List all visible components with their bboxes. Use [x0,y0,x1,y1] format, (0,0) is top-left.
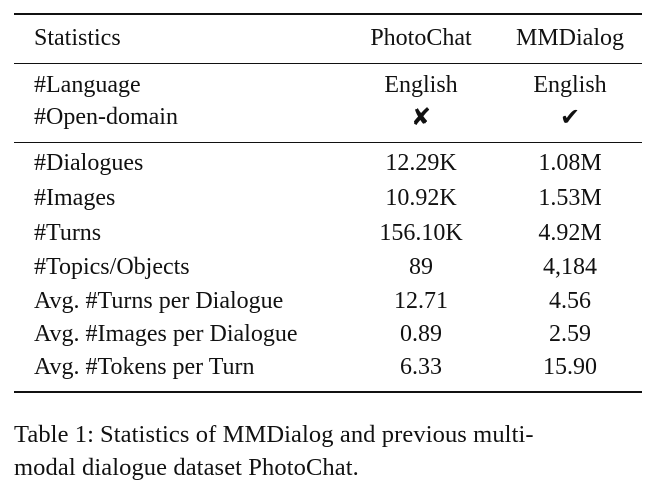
row-label: #Open-domain [34,104,178,130]
table-caption: Table 1: Statistics of MMDialog and previ… [14,418,642,484]
photochat-value: 0.89 [400,321,442,347]
table-row: #Images 10.92K 1.53M [0,182,656,214]
mmdialog-value: 4.56 [549,288,591,314]
table-header-row: Statistics PhotoChat MMDialog [0,22,656,54]
photochat-value: 6.33 [400,354,442,380]
table-group-rule [14,142,642,143]
mmdialog-value: 4,184 [543,254,597,280]
photochat-value: 10.92K [385,185,457,211]
caption-label: Table 1: [14,421,95,448]
row-label: #Dialogues [34,150,144,176]
cross-mark-icon: ✘ [410,103,432,131]
caption-line-2: modal dialogue dataset PhotoChat. [14,454,359,481]
table-bottom-rule [14,391,642,393]
row-label: #Images [34,185,116,211]
table-row: #Topics/Objects 89 4,184 [0,251,656,283]
table-row: Avg. #Turns per Dialogue 12.71 4.56 [0,285,656,317]
caption-text-1: Statistics of MMDialog and previous mult… [100,421,534,448]
table-header-rule [14,63,642,64]
mmdialog-value: 2.59 [549,321,591,347]
table-row: #Dialogues 12.29K 1.08M [0,147,656,179]
table-row: #Turns 156.10K 4.92M [0,217,656,249]
header-mmdialog: MMDialog [516,25,624,51]
row-label: #Topics/Objects [34,254,190,280]
mmdialog-value: 15.90 [543,354,597,380]
row-label: Avg. #Images per Dialogue [34,321,298,347]
photochat-value: 156.10K [379,220,463,246]
photochat-value: 12.71 [394,288,448,314]
mmdialog-value: 1.53M [538,185,602,211]
row-label: Avg. #Tokens per Turn [34,354,255,380]
mmdialog-value: 1.08M [538,150,602,176]
row-label: #Language [34,72,141,98]
table-row: Avg. #Tokens per Turn 6.33 15.90 [0,351,656,383]
mmdialog-value: 4.92M [538,220,602,246]
photochat-value: 12.29K [385,150,457,176]
photochat-value: English [384,72,458,98]
check-mark-icon: ✔ [559,103,581,131]
caption-line-1: Table 1: Statistics of MMDialog and previ… [14,418,642,451]
row-label: #Turns [34,220,102,246]
table-top-rule [14,13,642,15]
table-row: Avg. #Images per Dialogue 0.89 2.59 [0,318,656,350]
header-photochat: PhotoChat [370,25,472,51]
mmdialog-value: English [533,72,607,98]
table-row: #Open-domain ✘ ✔ [0,101,656,133]
row-label: Avg. #Turns per Dialogue [34,288,284,314]
table-row: #Language English English [0,69,656,101]
photochat-value: 89 [409,254,433,280]
header-statistics: Statistics [34,25,121,51]
